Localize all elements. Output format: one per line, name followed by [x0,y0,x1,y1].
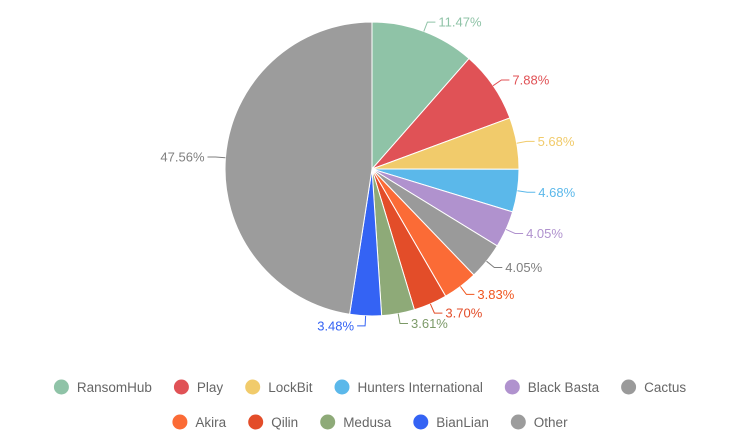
percent-label-medusa: 3.61% [411,316,448,331]
legend-label-bianlian: BianLian [436,415,489,430]
pie-slice-ransomhub[interactable] [371,21,470,171]
percent-label-cactus: 4.05% [505,260,542,275]
percent-label-other: 47.56% [160,150,205,165]
chart-legend: RansomHub Play LockBit Hunters Internationa… [53,379,686,430]
legend-item-black-basta[interactable]: Black Basta [504,379,600,395]
pie-slices [224,21,520,317]
legend-item-ransomhub[interactable]: RansomHub [53,379,152,395]
legend-label-akira: Akira [195,415,226,430]
percentage-labels: 11.47% 7.88% 5.68% 4.68% 4.05% 4.05% 3.83% 3.70… [160,15,575,334]
legend-label-qilin: Qilin [271,415,298,430]
legend-label-medusa: Medusa [343,415,392,430]
legend-marker-play [173,379,189,395]
legend-marker-other [510,414,526,430]
leader-line-bianlian [357,315,367,327]
legend-label-hunters-international: Hunters International [358,380,483,395]
leader-line-medusa [397,313,408,324]
leader-line-cactus [486,260,503,268]
percent-label-black-basta: 4.05% [526,226,563,241]
legend-marker-hunters-international [334,379,350,395]
leader-line-akira [459,286,475,295]
legend-label-lockbit: LockBit [268,380,313,395]
percent-label-ransomhub: 11.47% [438,15,482,30]
label-leader-lines [207,21,536,327]
percent-label-lockbit: 5.68% [538,134,575,149]
leader-line-play [492,79,510,87]
percent-label-play: 7.88% [512,73,549,88]
legend-label-black-basta: Black Basta [528,380,600,395]
legend-item-cactus[interactable]: Cactus [621,379,686,395]
legend-marker-lockbit [245,379,261,395]
legend-item-lockbit[interactable]: LockBit [245,379,313,395]
legend-marker-bianlian [413,414,429,430]
legend-marker-cactus [621,379,637,395]
legend-marker-akira [172,414,188,430]
leader-line-lockbit [516,140,535,144]
legend-marker-black-basta [504,379,520,395]
leader-line-other [207,156,226,159]
leader-line-qilin [429,303,443,314]
percent-label-qilin: 3.70% [445,306,482,321]
legend-label-other: Other [534,415,568,430]
legend-label-play: Play [197,380,224,395]
leader-line-black-basta [505,228,524,234]
leader-line-ransomhub [423,21,436,32]
percent-label-akira: 3.83% [477,287,514,302]
percent-label-hunters-international: 4.68% [538,185,575,200]
legend-label-cactus: Cactus [644,380,686,395]
leader-line-hunters-international [517,190,536,193]
pie-slice-other[interactable] [224,21,373,315]
legend-item-other[interactable]: Other [510,414,568,430]
legend-item-play[interactable]: Play [173,379,224,395]
legend-item-medusa[interactable]: Medusa [320,414,392,430]
legend-item-qilin[interactable]: Qilin [248,414,298,430]
legend-item-bianlian[interactable]: BianLian [413,414,489,430]
legend-item-akira[interactable]: Akira [172,414,227,430]
legend-item-hunters-international[interactable]: Hunters International [334,379,483,395]
legend-marker-qilin [248,414,264,430]
percent-label-bianlian: 3.48% [317,318,354,333]
legend-label-ransomhub: RansomHub [77,380,152,395]
legend-marker-medusa [320,414,336,430]
legend-marker-ransomhub [53,379,69,395]
